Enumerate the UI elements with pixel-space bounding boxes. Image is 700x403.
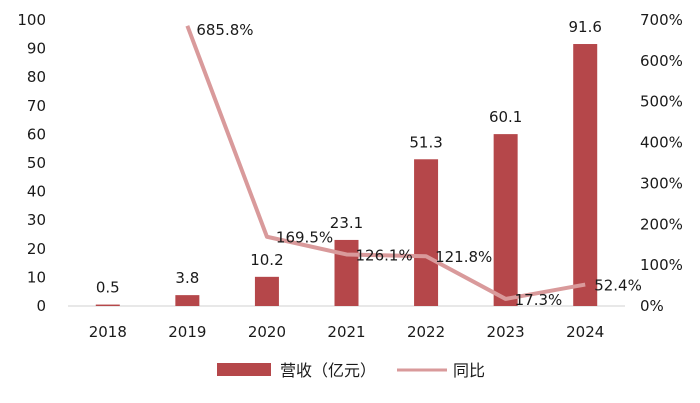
- revenue-bar-label: 23.1: [330, 214, 363, 232]
- x-tick-label: 2024: [566, 323, 604, 341]
- x-tick-label: 2023: [487, 323, 525, 341]
- x-tick-label: 2018: [89, 323, 127, 341]
- legend: 营收（亿元） 同比: [217, 361, 485, 380]
- bar-series: [95, 44, 598, 307]
- revenue-bar-label: 0.5: [96, 279, 120, 297]
- yoy-growth-label: 169.5%: [276, 229, 333, 247]
- left-y-tick-label: 60: [27, 125, 46, 143]
- revenue-bar: [95, 304, 120, 306]
- right-y-axis: 0% 100% 200% 300% 400% 500% 600% 700%: [640, 11, 683, 315]
- left-y-tick-label: 80: [27, 68, 46, 86]
- revenue-bar: [254, 276, 279, 306]
- yoy-growth-label: 17.3%: [515, 291, 563, 309]
- legend-line-label: 同比: [453, 361, 485, 380]
- yoy-growth-label: 126.1%: [356, 246, 413, 264]
- left-y-tick-label: 30: [27, 211, 46, 229]
- yoy-growth-label: 52.4%: [594, 277, 642, 295]
- x-axis: 2018 2019 2020 2021 2022 2023 2024: [89, 323, 605, 341]
- left-y-tick-label: 70: [27, 97, 46, 115]
- revenue-bar: [414, 159, 439, 306]
- right-y-tick-label: 300%: [640, 174, 683, 192]
- right-y-tick-label: 700%: [640, 11, 683, 29]
- legend-bar-swatch: [217, 363, 271, 376]
- x-tick-label: 2020: [248, 323, 286, 341]
- revenue-bar-label: 10.2: [250, 251, 283, 269]
- left-y-tick-label: 40: [27, 183, 46, 201]
- left-y-tick-label: 100: [17, 11, 46, 29]
- right-y-tick-label: 0%: [640, 297, 664, 315]
- revenue-bar-label: 60.1: [489, 108, 522, 126]
- line-series: [185, 25, 586, 301]
- revenue-bar-label: 51.3: [409, 133, 442, 151]
- right-y-tick-label: 600%: [640, 52, 683, 70]
- right-y-tick-label: 400%: [640, 134, 683, 152]
- x-tick-label: 2022: [407, 323, 445, 341]
- right-y-tick-label: 100%: [640, 256, 683, 274]
- left-y-tick-label: 50: [27, 154, 46, 172]
- left-y-tick-label: 90: [27, 40, 46, 58]
- right-y-tick-label: 500%: [640, 93, 683, 111]
- left-y-axis: 0 10 20 30 40 50 60 70 80 90 100: [17, 11, 46, 315]
- left-y-tick-label: 0: [36, 297, 46, 315]
- revenue-bar: [573, 44, 598, 307]
- yoy-growth-label: 685.8%: [196, 21, 253, 39]
- data-labels: 0.5 3.8 10.2 23.1 51.3 60.1 91.6 685.8% 169.5% 12…: [96, 18, 642, 309]
- x-tick-label: 2019: [168, 323, 206, 341]
- revenue-bar-label: 3.8: [175, 269, 199, 287]
- legend-bar-label: 营收（亿元）: [280, 361, 376, 380]
- revenue-bar-label: 91.6: [569, 18, 602, 36]
- left-y-tick-label: 20: [27, 240, 46, 258]
- yoy-growth-label: 121.8%: [435, 248, 492, 266]
- x-tick-label: 2021: [327, 323, 365, 341]
- revenue-bar: [493, 134, 518, 306]
- yoy-growth-line: [185, 25, 586, 301]
- left-y-tick-label: 10: [27, 268, 46, 286]
- revenue-bar: [175, 295, 200, 306]
- right-y-tick-label: 200%: [640, 215, 683, 233]
